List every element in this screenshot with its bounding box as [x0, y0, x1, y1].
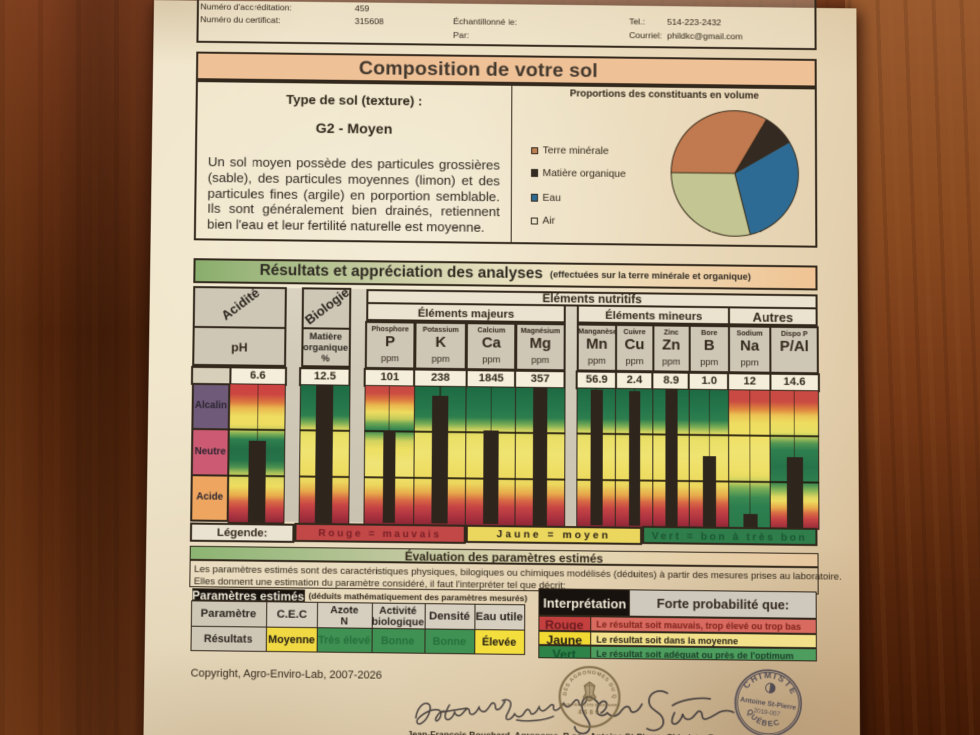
svg-text:2019-007: 2019-007	[753, 707, 781, 718]
svg-text:Jean-François Bouchard, Agrono: Jean-François Bouchard, Agronome, B.sc	[407, 729, 582, 735]
svg-text:Antoine St-Pierre, Chimiste, B: Antoine St-Pierre, Chimiste, B.sc	[590, 731, 727, 735]
svg-text:CHIMISTE: CHIMISTE	[740, 666, 802, 699]
svg-text:4689: 4689	[578, 709, 601, 716]
svg-text:JEAN FRANÇOIS BOUCHARD: JEAN FRANÇOIS BOUCHARD	[559, 703, 620, 708]
svg-text:ORDRE DES AGRONOMES DU QUÉBEC: ORDRE DES AGRONOMES DU QUÉBEC	[378, 646, 618, 699]
